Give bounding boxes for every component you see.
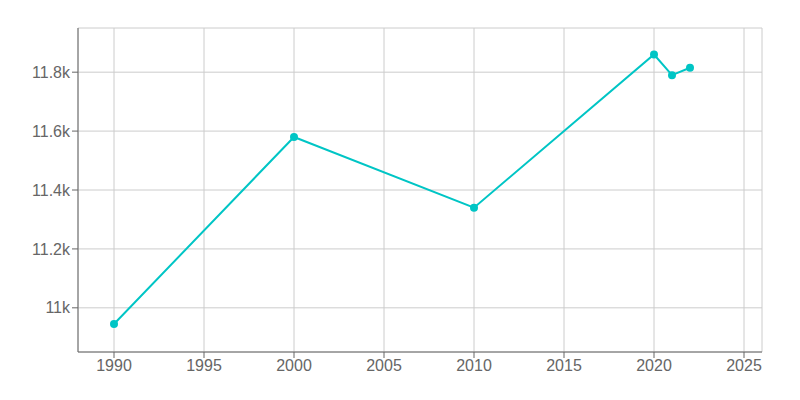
svg-text:11.6k: 11.6k	[32, 123, 71, 140]
svg-text:11.2k: 11.2k	[32, 241, 71, 258]
svg-text:2005: 2005	[366, 357, 402, 374]
svg-text:11k: 11k	[45, 299, 71, 316]
svg-text:2025: 2025	[726, 357, 762, 374]
svg-text:11.8k: 11.8k	[32, 64, 71, 81]
svg-text:2010: 2010	[456, 357, 492, 374]
svg-text:2015: 2015	[546, 357, 582, 374]
svg-text:1995: 1995	[186, 357, 222, 374]
svg-text:2020: 2020	[636, 357, 672, 374]
svg-text:1990: 1990	[96, 357, 132, 374]
svg-text:2000: 2000	[276, 357, 312, 374]
svg-text:11.4k: 11.4k	[32, 182, 71, 199]
